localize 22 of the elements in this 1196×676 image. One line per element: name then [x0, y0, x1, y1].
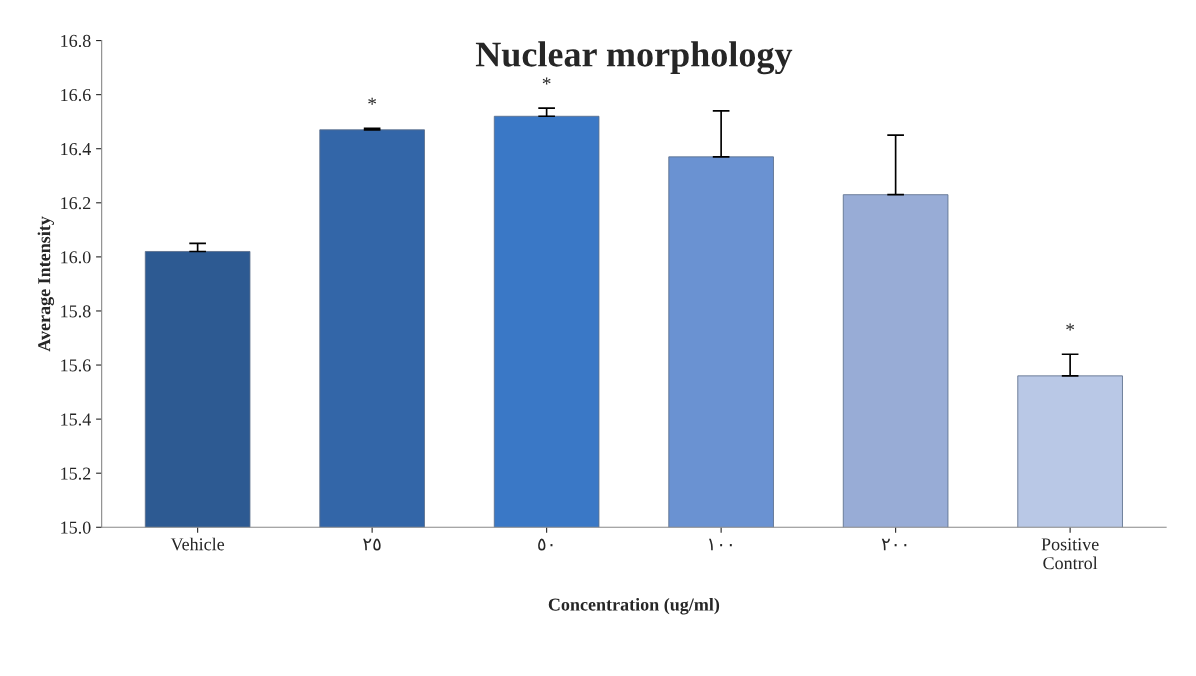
y-tick-label: 15.2	[61, 467, 91, 480]
y-tick-label: 15.6	[61, 359, 91, 372]
data-label: *	[542, 77, 551, 85]
y-axis-title: Average Intensity	[37, 216, 55, 352]
x-tick-label: ٥٠	[538, 538, 553, 551]
y-tick-label: 16.2	[61, 197, 91, 210]
x-tick-label: ٢٠٠	[881, 538, 907, 551]
y-tick-label: 15.8	[61, 305, 91, 318]
y-tick-label: 15.0	[61, 521, 91, 534]
x-tick-label: ١٠٠	[709, 538, 732, 551]
x-axis-title: Concentration (ug/ml)	[548, 597, 720, 615]
y-tick-label: 16.6	[61, 88, 91, 102]
x-tick-label: Positive Control	[1041, 538, 1099, 570]
y-tick-label: 16.0	[61, 251, 91, 264]
data-label: *	[1066, 323, 1075, 331]
y-tick-label: 16.4	[61, 143, 91, 156]
y-tick-label: 15.4	[61, 413, 91, 426]
y-tick-label: 16.8	[61, 34, 91, 48]
chart-title: Nuclear morphology	[475, 41, 793, 75]
x-tick-label: ٢٥	[363, 538, 381, 551]
data-label: *	[368, 97, 377, 105]
x-tick-label: Vehicle	[170, 537, 225, 551]
